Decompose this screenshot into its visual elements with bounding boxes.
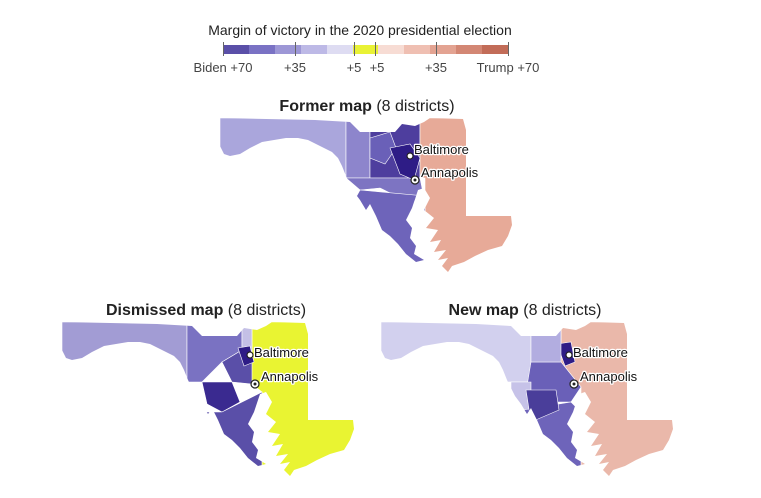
district-4 bbox=[201, 381, 241, 413]
district-1 bbox=[220, 118, 347, 179]
legend-title: Margin of victory in the 2020 presidenti… bbox=[208, 22, 512, 38]
legend-swatch bbox=[378, 45, 405, 54]
new-map-title-rest: (8 districts) bbox=[518, 302, 602, 319]
legend-swatch bbox=[274, 45, 301, 54]
baltimore-label: Baltimore bbox=[573, 345, 628, 360]
district-8 bbox=[237, 345, 255, 367]
new-map-title: New map (8 districts) bbox=[449, 302, 602, 320]
legend-label-trump-35: +35 bbox=[424, 60, 448, 75]
dismissed-map-title-bold: Dismissed map bbox=[105, 302, 224, 319]
baltimore-marker-icon bbox=[406, 152, 414, 160]
annapolis-label: Annapolis bbox=[580, 369, 638, 384]
legend-label-biden-70: Biden +70 bbox=[193, 60, 253, 75]
district-8 bbox=[349, 189, 426, 272]
annapolis-marker-center bbox=[253, 382, 257, 386]
legend-label-trump-5: +5 bbox=[369, 60, 385, 75]
baltimore-marker-icon bbox=[565, 351, 573, 359]
dismissed-map: Baltimore Annapolis bbox=[62, 322, 354, 476]
legend-swatch bbox=[482, 45, 508, 54]
legend-swatch bbox=[352, 45, 379, 54]
legend-swatch bbox=[430, 45, 457, 54]
legend-tick bbox=[436, 42, 437, 56]
legend-tick bbox=[375, 42, 376, 56]
legend-swatch bbox=[326, 45, 353, 54]
former-map-title-bold: Former map bbox=[279, 98, 372, 115]
district-7 bbox=[389, 143, 421, 181]
district-4 bbox=[369, 131, 397, 165]
legend-tick bbox=[508, 42, 509, 56]
legend-swatch bbox=[248, 45, 275, 54]
legend-label-trump-70: Trump +70 bbox=[476, 60, 540, 75]
former-map-title-rest: (8 districts) bbox=[371, 98, 455, 115]
former-map: Baltimore Annapolis bbox=[220, 118, 512, 272]
dismissed-map-title-rest: (8 districts) bbox=[223, 302, 307, 319]
annapolis-label: Annapolis bbox=[421, 165, 479, 180]
legend-swatch bbox=[223, 45, 249, 54]
legend-label-biden-5: +5 bbox=[346, 60, 362, 75]
new-map-title-bold: New map bbox=[448, 302, 519, 319]
annapolis-label: Annapolis bbox=[261, 369, 319, 384]
dismissed-map-title: Dismissed map (8 districts) bbox=[106, 302, 306, 320]
district-1 bbox=[62, 322, 188, 383]
baltimore-marker-icon bbox=[246, 351, 254, 359]
district-1 bbox=[381, 322, 532, 383]
district-5 bbox=[530, 322, 562, 363]
legend-tick bbox=[354, 42, 355, 56]
annapolis-marker-center bbox=[413, 178, 417, 182]
legend-color-bar bbox=[223, 45, 508, 54]
new-map: Baltimore Annapolis bbox=[381, 322, 673, 476]
district-6 bbox=[241, 322, 253, 353]
legend-tick bbox=[223, 42, 224, 56]
legend-swatch bbox=[456, 45, 483, 54]
district-2 bbox=[345, 118, 371, 179]
baltimore-label: Baltimore bbox=[414, 142, 469, 157]
baltimore-label: Baltimore bbox=[254, 345, 309, 360]
legend-swatch bbox=[404, 45, 431, 54]
legend-tick bbox=[295, 42, 296, 56]
annapolis-marker-center bbox=[572, 382, 576, 386]
legend-swatch bbox=[300, 45, 327, 54]
former-map-title: Former map (8 districts) bbox=[279, 98, 454, 116]
legend-label-biden-35: +35 bbox=[283, 60, 307, 75]
